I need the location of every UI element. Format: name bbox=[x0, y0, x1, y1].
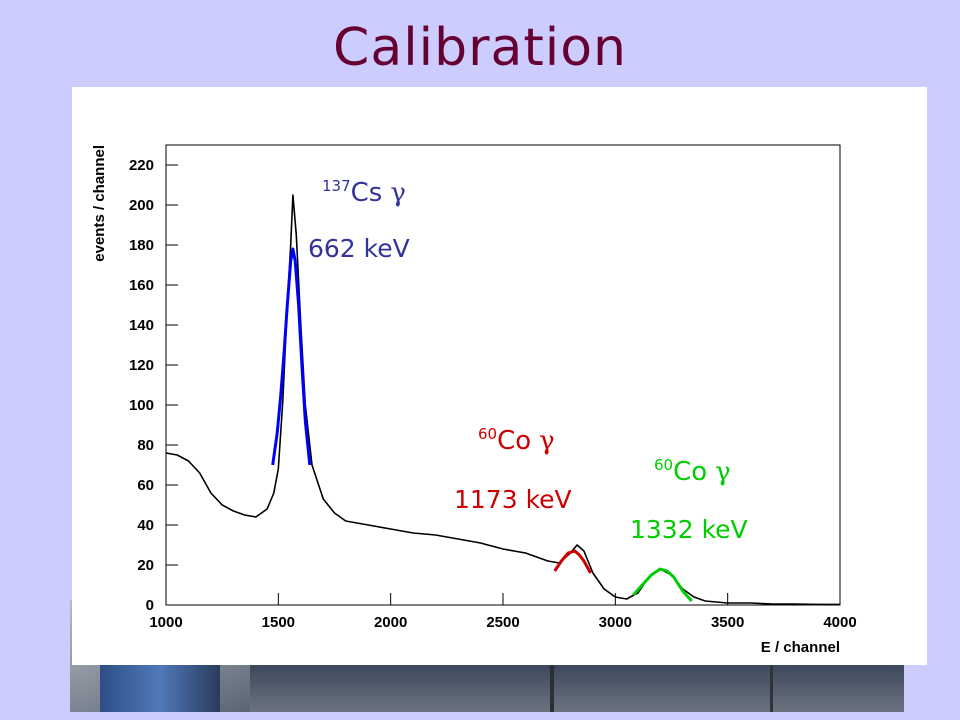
x-axis-ticks: 1000 1500 2000 2500 3000 3500 4000 bbox=[149, 593, 857, 631]
y-tick-label: 200 bbox=[129, 197, 154, 214]
y-tick-label: 180 bbox=[129, 237, 154, 254]
cs137-element: Cs bbox=[351, 178, 383, 208]
y-tick-label: 220 bbox=[129, 157, 154, 174]
co60-b-gamma-symbol: γ bbox=[715, 457, 731, 487]
y-tick-label: 140 bbox=[129, 317, 154, 334]
x-tick-label: 2500 bbox=[486, 614, 519, 631]
x-tick-label: 4000 bbox=[823, 614, 856, 631]
co60-a-gamma-symbol: γ bbox=[539, 426, 555, 456]
x-tick-label: 1500 bbox=[262, 614, 295, 631]
y-tick-label: 120 bbox=[129, 357, 154, 374]
x-tick-label: 1000 bbox=[149, 614, 182, 631]
y-tick-label: 160 bbox=[129, 277, 154, 294]
co60-a-isotope-label: 60Co γ bbox=[478, 425, 555, 456]
y-tick-label: 20 bbox=[137, 557, 154, 574]
co60-1332-fit-line bbox=[632, 567, 693, 603]
y-axis-title: events / channel bbox=[91, 145, 108, 262]
y-tick-label: 80 bbox=[137, 437, 154, 454]
x-tick-label: 2000 bbox=[374, 614, 407, 631]
slide-title: Calibration bbox=[333, 18, 627, 78]
y-tick-label: 100 bbox=[129, 397, 154, 414]
y-axis-ticks: 0 20 40 60 80 100 120 140 160 180 200 220 bbox=[129, 157, 178, 614]
x-tick-label: 3500 bbox=[711, 614, 744, 631]
co60-b-isotope-label: 60Co γ bbox=[654, 456, 731, 487]
y-tick-label: 40 bbox=[137, 517, 154, 534]
co60-b-energy-label: 1332 keV bbox=[630, 515, 748, 544]
spectrum-chart: 0 20 40 60 80 100 120 140 160 180 200 220 1000 1500 2… bbox=[91, 144, 857, 656]
cs137-energy-label: 662 keV bbox=[308, 234, 410, 263]
cs137-isotope-label: 137Cs γ bbox=[322, 177, 406, 208]
x-axis-title: E / channel bbox=[761, 639, 840, 656]
cs137-fit-line bbox=[271, 247, 312, 466]
co60-a-mass-number: 60 bbox=[478, 425, 497, 443]
co60-b-mass-number: 60 bbox=[654, 456, 673, 474]
cs137-gamma-symbol: γ bbox=[390, 178, 406, 208]
co60-a-energy-label: 1173 keV bbox=[454, 485, 572, 514]
cs137-mass-number: 137 bbox=[322, 177, 351, 195]
x-tick-label: 3000 bbox=[599, 614, 632, 631]
co60-1173-fit-line bbox=[553, 549, 592, 574]
co60-a-element: Co bbox=[497, 426, 531, 456]
y-tick-label: 60 bbox=[137, 477, 154, 494]
chart-panel: 0 20 40 60 80 100 120 140 160 180 200 220 1000 1500 2… bbox=[72, 87, 927, 665]
y-tick-label: 0 bbox=[146, 597, 154, 614]
co60-b-element: Co bbox=[673, 457, 707, 487]
series-layer bbox=[165, 194, 840, 606]
